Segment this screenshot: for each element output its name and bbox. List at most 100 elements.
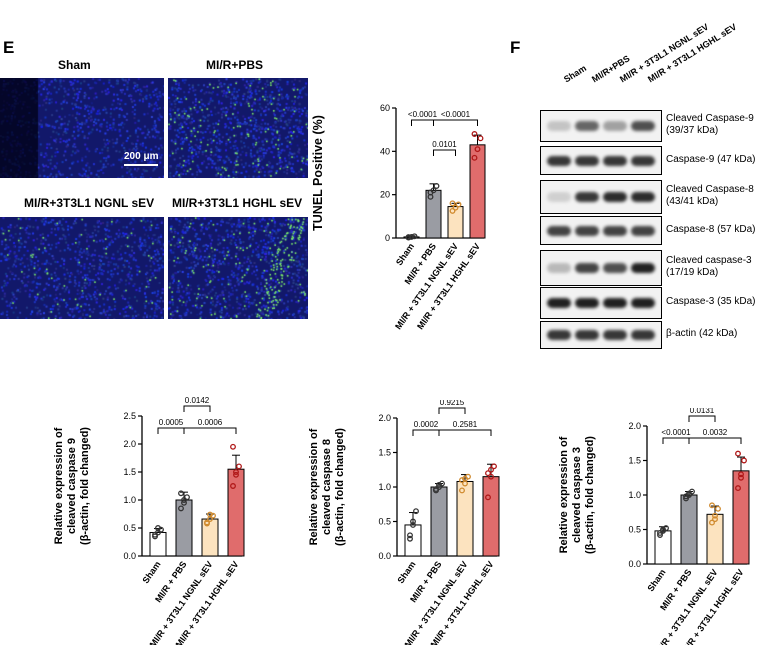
wb-band [631, 330, 655, 340]
data-point [660, 527, 666, 534]
wb-band-row [540, 287, 662, 319]
wb-band [631, 155, 655, 166]
y-axis-label-line: cleaved caspase 3 [571, 447, 583, 543]
p-value-label: <0.0001 [441, 110, 471, 119]
data-point [405, 234, 412, 241]
wb-band [575, 192, 599, 202]
wb-row-label: Caspase-8 (57 kDa) [666, 224, 755, 236]
x-category-label: Sham [140, 559, 162, 585]
bar [430, 486, 448, 557]
y-axis-label-line: cleaved caspase 9 [66, 438, 78, 534]
micrograph-label-mir-pbs: MI/R+PBS [206, 58, 264, 72]
p-value-label: 0.0005 [159, 418, 184, 427]
bar [654, 530, 672, 565]
data-point [210, 512, 216, 519]
p-value-label: 0.0101 [432, 140, 457, 149]
data-point [657, 532, 663, 538]
y-axis-label: TUNEL Positive (%) [311, 115, 325, 231]
y-tick-label: 2.5 [123, 411, 136, 421]
micrograph-mir-hghl [168, 217, 308, 319]
wb-band [575, 121, 599, 131]
data-point [433, 183, 440, 189]
data-point [181, 497, 187, 503]
data-point [455, 201, 462, 208]
data-point [738, 471, 744, 478]
data-point [449, 207, 456, 214]
wb-band [603, 192, 627, 202]
bar [404, 524, 422, 557]
y-axis-label: Relative expression of cleaved caspase 8(… [308, 428, 346, 546]
y-tick-label: 1.5 [123, 467, 136, 477]
wb-row-label: Caspase-3 (35 kDa) [666, 296, 755, 308]
p-value-label: <0.0001 [408, 110, 438, 119]
p-value-label: 0.0032 [703, 428, 728, 437]
y-tick-label: 1.0 [378, 482, 391, 492]
significance-bracket [433, 149, 456, 156]
significance-bracket [412, 429, 440, 436]
wb-band [603, 298, 627, 308]
significance-bracket [433, 119, 478, 126]
data-point [439, 480, 445, 487]
micrograph-sham-canvas [0, 78, 164, 178]
y-axis-label: Relative expression of cleaved caspase 9(… [53, 427, 91, 545]
y-axis-label-line: Relative expression of [53, 427, 65, 544]
wb-row-label: Caspase-9 (47 kDa) [666, 154, 755, 166]
wb-band-row [540, 110, 662, 142]
data-point [712, 512, 718, 519]
micrograph-mir-ngnl-canvas [0, 217, 164, 319]
data-point [709, 502, 715, 509]
wb-band [631, 298, 655, 308]
y-tick-label: 1.0 [628, 490, 641, 500]
y-axis-label-line: TUNEL Positive (%) [311, 115, 325, 231]
caspase9-chart: 0.0 0.5 1.0 1.5 2.0 2.5 Relative expression of… [53, 396, 245, 645]
micrograph-label-mir-hghl: MI/R+3T3L1 HGHL sEV [172, 196, 303, 210]
micrograph-sham: 200 μm [0, 78, 164, 178]
data-point [207, 511, 213, 518]
wb-band [631, 192, 655, 202]
data-point [407, 532, 413, 539]
p-value-label: 0.0131 [690, 408, 715, 415]
y-tick-label: 1.0 [123, 495, 136, 505]
data-point [155, 525, 161, 531]
bar [227, 468, 245, 557]
wb-band [603, 263, 627, 273]
wb-band [575, 155, 599, 166]
data-point [410, 521, 416, 528]
y-tick-label: 2.0 [123, 439, 136, 449]
micrograph-mir-pbs-canvas [168, 78, 308, 178]
significance-bracket [688, 437, 742, 444]
data-point [152, 531, 158, 538]
significance-bracket [183, 427, 237, 434]
data-point [471, 154, 478, 161]
wb-band [603, 121, 627, 131]
wb-row-label: Cleaved caspase-3 (17/19 kDa) [666, 255, 752, 279]
data-point [411, 233, 418, 240]
wb-row-label-line: Caspase-9 (47 kDa) [666, 153, 756, 165]
wb-band [631, 263, 655, 273]
p-value-label: 0.9215 [440, 400, 465, 407]
bar [706, 513, 724, 565]
data-point [735, 485, 741, 492]
y-tick-label: 2.0 [378, 413, 391, 423]
data-point [433, 486, 439, 493]
wb-band [547, 192, 571, 202]
data-point [178, 490, 184, 497]
data-point [491, 463, 497, 470]
y-tick-label: 2.0 [628, 421, 641, 431]
y-axis-label-line: Relative expression of [308, 428, 320, 545]
wb-row-label-line: β-actin (42 kDa) [666, 328, 738, 339]
micrograph-label-sham: Sham [58, 58, 91, 72]
data-point [471, 131, 478, 137]
bar [425, 189, 442, 239]
y-tick-label: 0.5 [378, 517, 391, 527]
significance-bracket [438, 429, 492, 436]
caspase8-chart: 0.0 0.5 1.0 1.5 2.0 Relative expression of cle… [308, 400, 500, 645]
x-category-label: Sham [394, 241, 416, 267]
wb-band-row [540, 216, 662, 245]
wb-band [547, 121, 571, 131]
data-point [741, 457, 747, 464]
wb-row-label: Cleaved Caspase-8 (43/41 kDa) [666, 184, 754, 208]
y-axis-label-line: cleaved caspase 8 [321, 439, 333, 535]
significance-bracket [438, 407, 466, 414]
